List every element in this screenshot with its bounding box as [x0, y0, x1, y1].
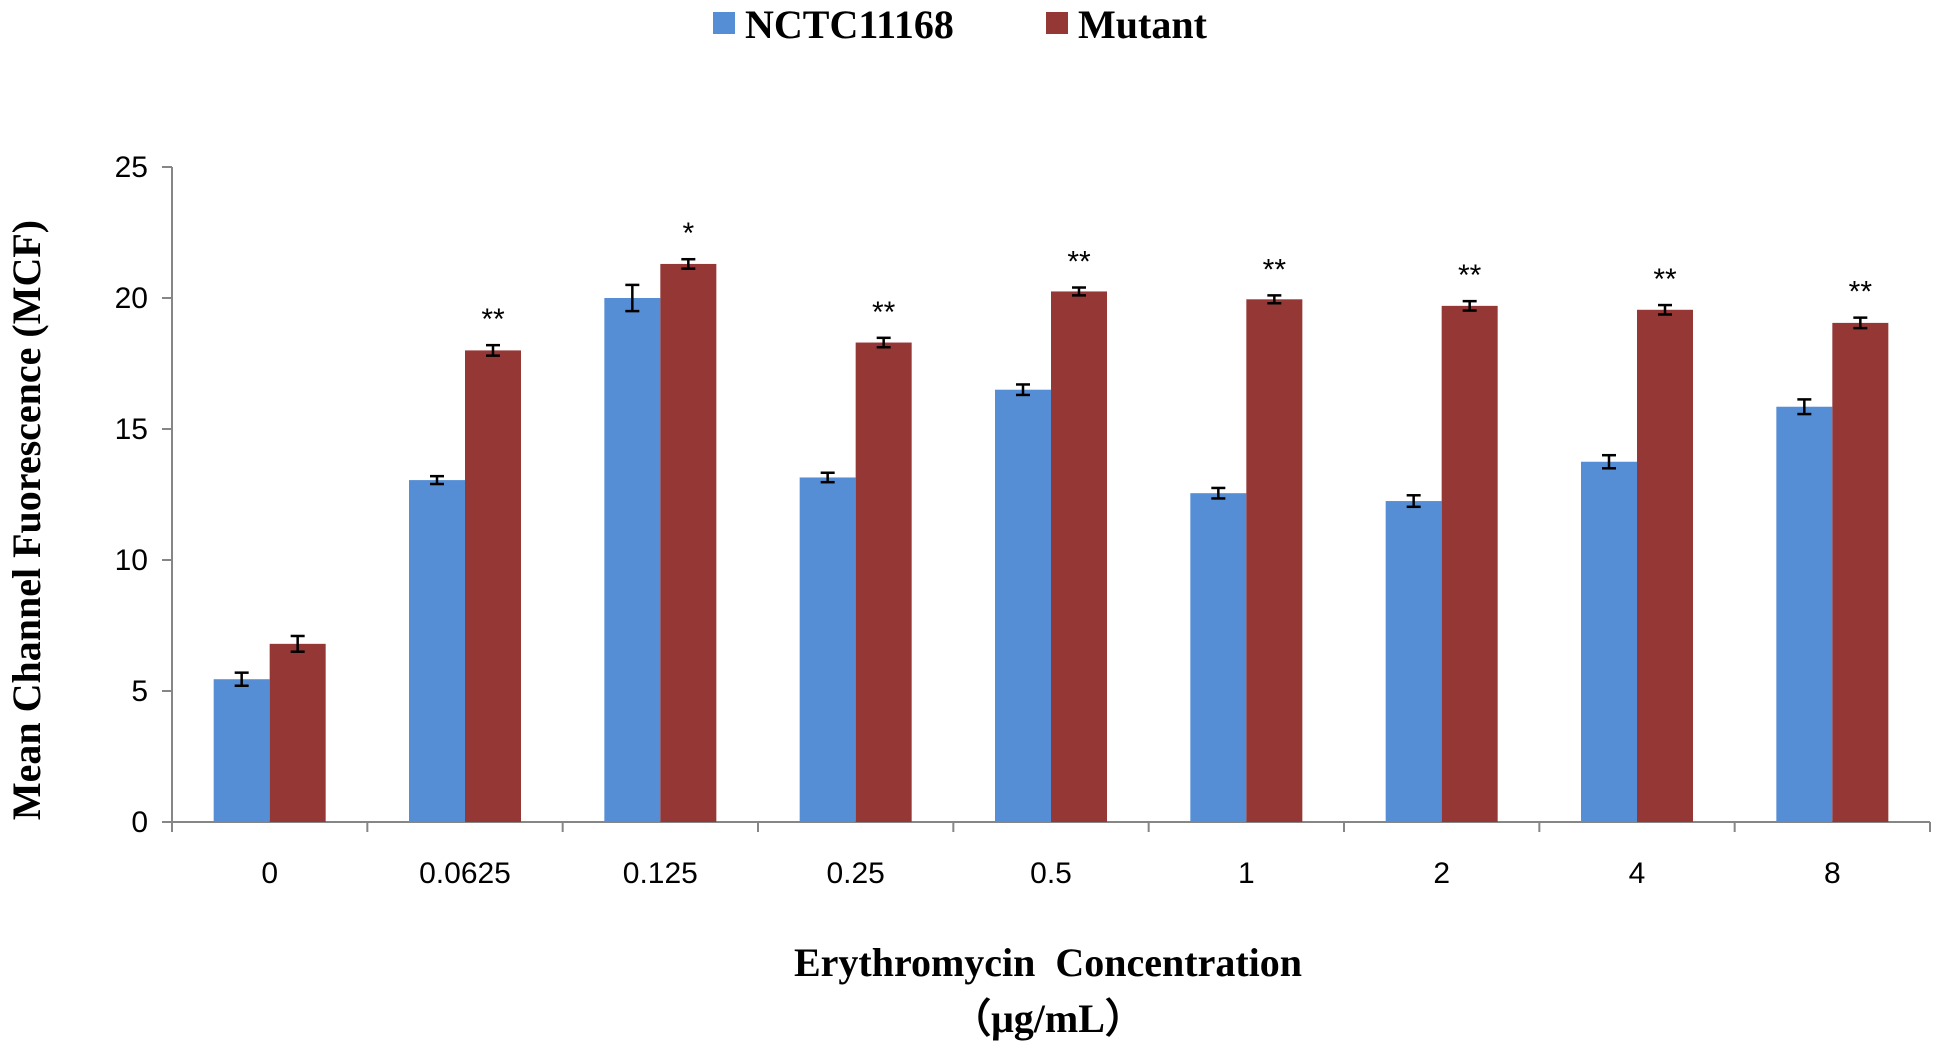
bar-nctc11168	[604, 298, 661, 822]
bar-mutant	[660, 263, 717, 822]
x-tick-label: 4	[1629, 857, 1646, 890]
y-tick-label: 15	[115, 413, 148, 446]
y-tick-label: 20	[115, 282, 148, 315]
significance-marks: ******* ** ** ** **	[481, 217, 1872, 336]
x-tick-label: 0.0625	[419, 857, 511, 890]
x-tick-label: 0.125	[623, 857, 698, 890]
legend: NCTC11168 Mutant	[713, 2, 1208, 47]
y-tick-label: 5	[131, 675, 148, 708]
bar-nctc11168	[799, 477, 856, 822]
x-tick-label: 0	[261, 857, 278, 890]
significance-label: **	[1849, 276, 1873, 309]
legend-label-mutant: Mutant	[1078, 2, 1208, 47]
x-tick-label: 1	[1238, 857, 1255, 890]
x-axis-title: Erythromycin Concentration	[794, 940, 1302, 985]
bars	[213, 263, 1889, 822]
bar-nctc11168	[1385, 501, 1442, 822]
legend-swatch-mutant	[1046, 12, 1068, 34]
bar-mutant	[1441, 305, 1498, 822]
bar-mutant	[1637, 309, 1693, 822]
significance-label: **	[1458, 259, 1482, 292]
x-tick-label: 2	[1433, 857, 1450, 890]
significance-label: **	[1067, 246, 1091, 279]
legend-swatch-nctc11168	[713, 12, 735, 34]
bar-mutant	[855, 342, 912, 822]
bar-nctc11168	[409, 480, 465, 822]
bar-nctc11168	[1190, 493, 1247, 822]
bar-mutant	[269, 643, 326, 822]
significance-label: **	[481, 303, 505, 336]
bar-nctc11168	[1581, 461, 1637, 822]
y-ticks: 0 5 10 15 20 25	[115, 151, 172, 839]
bar-mutant	[1246, 299, 1303, 822]
bar-mutant	[1051, 291, 1107, 822]
error-bars	[234, 257, 1868, 688]
y-tick-label: 10	[115, 544, 148, 577]
x-tick-label: 0.25	[826, 857, 884, 890]
legend-label-nctc11168: NCTC11168	[745, 2, 954, 47]
significance-label: **	[872, 296, 896, 329]
bar-mutant	[1832, 322, 1889, 822]
bar-nctc11168	[1776, 406, 1833, 822]
bar-nctc11168	[213, 679, 270, 822]
significance-label: **	[1263, 253, 1287, 286]
bar-nctc11168	[995, 389, 1051, 822]
y-tick-label: 0	[131, 806, 148, 839]
x-tick-label: 0.5	[1030, 857, 1072, 890]
x-tick-label: 8	[1824, 857, 1841, 890]
bar-mutant	[465, 350, 521, 822]
significance-label: **	[1653, 263, 1677, 296]
significance-label: *	[682, 217, 694, 250]
x-axis-units: （μg/mL）	[951, 996, 1145, 1041]
x-ticks: 0 0.0625 0.125 0.25 0.5 1 2 4 8	[171, 822, 1931, 890]
y-axis-title: Mean Channel Fuorescence (MCF)	[4, 220, 49, 820]
y-tick-label: 25	[115, 151, 148, 184]
